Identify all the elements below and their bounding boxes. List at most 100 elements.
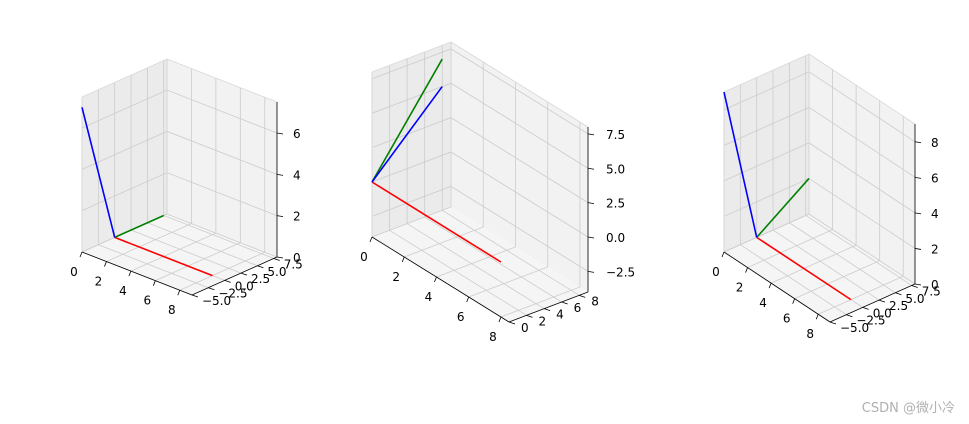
x-tick-label: 4 xyxy=(759,296,767,310)
x-tick xyxy=(79,251,83,258)
z-tick-label: 2 xyxy=(931,242,939,256)
green-segment xyxy=(756,177,810,238)
y-tick xyxy=(224,280,231,283)
y-tick xyxy=(561,301,568,305)
z-tick xyxy=(276,215,284,218)
z-tick-label: 0 xyxy=(293,251,301,265)
y-tick-label: 2.5 xyxy=(251,272,270,286)
y-tick xyxy=(240,272,248,276)
x-tick-label: 0 xyxy=(360,250,368,264)
x-gridline xyxy=(468,102,549,298)
blue-segment xyxy=(371,86,443,183)
y-tick-label: 6 xyxy=(574,301,582,315)
side-pane xyxy=(82,59,167,252)
x-tick-label: 0 xyxy=(712,265,720,279)
y-tick xyxy=(273,258,280,261)
back-pane xyxy=(809,54,915,284)
x-tick xyxy=(498,316,502,323)
z-tick xyxy=(276,132,284,135)
x-tick xyxy=(128,270,132,277)
x-tick xyxy=(768,282,772,289)
x-tick xyxy=(434,276,437,283)
x-gridline xyxy=(404,62,484,258)
y-tick-label: −2.5 xyxy=(218,287,247,301)
y-gridline xyxy=(389,65,527,316)
z-tick-label: 5.0 xyxy=(606,162,625,176)
y-tick-label: 5.0 xyxy=(905,292,924,306)
z-tick-label: 0.0 xyxy=(606,231,625,245)
side-pane xyxy=(372,42,451,237)
red-segment xyxy=(114,236,213,277)
y-tick-label: 8 xyxy=(591,294,599,308)
x-tick-label: 6 xyxy=(783,312,791,326)
pane-edge xyxy=(808,53,916,125)
y-axis-line xyxy=(191,256,278,296)
y-tick xyxy=(508,321,516,325)
z-tick xyxy=(587,133,595,136)
x-tick-label: 8 xyxy=(489,330,497,344)
y-tick xyxy=(208,287,215,291)
x-tick xyxy=(745,267,748,273)
y-gridline xyxy=(424,52,562,303)
x-tick xyxy=(369,236,373,243)
x-tick-label: 6 xyxy=(457,310,465,324)
x-axis-line xyxy=(371,236,510,323)
z-tick xyxy=(914,212,922,215)
y-axis-line xyxy=(508,291,589,323)
z-tick-label: 4 xyxy=(931,207,939,221)
z-tick xyxy=(914,176,922,179)
y-tick xyxy=(257,265,264,269)
x-tick xyxy=(152,280,156,286)
y-tick xyxy=(878,299,886,303)
pane-edge xyxy=(371,41,452,73)
z-tick-label: 8 xyxy=(931,136,939,150)
y-tick-label: −2.5 xyxy=(856,314,885,328)
y-tick-label: 7.5 xyxy=(284,257,303,271)
y-tick-label: 4 xyxy=(556,308,564,322)
pane-edge xyxy=(450,41,589,128)
y-tick xyxy=(911,285,918,288)
y-tick xyxy=(846,314,853,318)
pane-edge xyxy=(723,53,810,93)
x-tick-label: 0 xyxy=(70,265,78,279)
y-tick-label: 0.0 xyxy=(873,306,892,320)
axes-1: 0 2 4 6 8 7.55.02.50.0−2.5−5.0 0 2 4 6 xyxy=(70,58,303,317)
x-tick-label: 4 xyxy=(425,290,433,304)
x-tick-label: 6 xyxy=(144,294,152,308)
red-segment xyxy=(756,236,852,301)
y-axis-line xyxy=(829,283,916,323)
z-tick xyxy=(587,270,595,273)
y-tick-label: 0 xyxy=(521,321,529,335)
z-tick xyxy=(276,173,284,176)
blue-segment xyxy=(723,91,758,238)
y-tick-label: −5.0 xyxy=(840,321,869,335)
z-tick xyxy=(276,256,284,259)
y-tick xyxy=(543,308,551,312)
floor-pane xyxy=(724,214,915,322)
z-tick-label: 0 xyxy=(931,278,939,292)
y-tick xyxy=(895,292,902,296)
x-tick-label: 4 xyxy=(119,284,127,298)
z-tick xyxy=(914,283,922,286)
x-tick xyxy=(792,298,796,304)
x-tick xyxy=(721,251,725,258)
y-tick-label: 0.0 xyxy=(235,279,254,293)
x-gridline xyxy=(436,82,516,278)
x-tick xyxy=(104,261,107,267)
z-tick-label: 2 xyxy=(293,210,301,224)
z-tick xyxy=(914,248,922,250)
y-gridline xyxy=(406,58,545,310)
y-gridline xyxy=(441,45,580,296)
y-tick xyxy=(191,294,199,298)
z-tick-label: 6 xyxy=(931,171,939,185)
z-tick-label: 2.5 xyxy=(606,197,625,211)
green-segment xyxy=(114,214,165,239)
z-tick-label: 6 xyxy=(293,127,301,141)
z-tick-label: 4 xyxy=(293,168,301,182)
watermark: CSDN @微小冷 xyxy=(861,401,955,416)
x-tick-label: 2 xyxy=(392,270,400,284)
x-tick xyxy=(815,314,819,320)
y-tick xyxy=(526,314,533,318)
x-tick-label: 2 xyxy=(736,281,744,295)
